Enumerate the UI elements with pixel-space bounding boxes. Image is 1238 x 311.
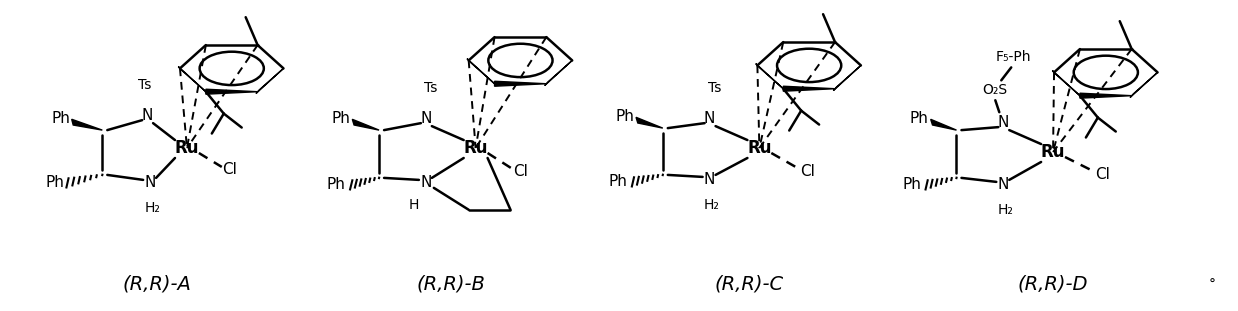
Polygon shape <box>206 89 258 94</box>
Text: Ru: Ru <box>1041 143 1066 161</box>
Text: Ph: Ph <box>45 175 64 190</box>
Text: N: N <box>704 172 716 188</box>
Text: O₂S: O₂S <box>983 83 1008 97</box>
Text: H₂: H₂ <box>703 198 719 212</box>
Text: Ph: Ph <box>609 174 628 189</box>
Polygon shape <box>636 117 662 128</box>
Polygon shape <box>833 65 860 91</box>
Text: (R,R)-C: (R,R)-C <box>714 275 784 294</box>
Text: (R,R)-D: (R,R)-D <box>1018 275 1088 294</box>
Text: Cl: Cl <box>800 165 815 179</box>
Text: Ts: Ts <box>708 81 722 95</box>
Polygon shape <box>72 119 103 130</box>
Text: N: N <box>141 108 152 123</box>
Text: Ts: Ts <box>425 81 437 95</box>
Polygon shape <box>545 60 572 86</box>
Text: (R,R)-B: (R,R)-B <box>416 275 485 294</box>
Text: Ph: Ph <box>327 177 345 193</box>
Text: N: N <box>420 111 432 126</box>
Text: Ph: Ph <box>615 109 634 124</box>
Polygon shape <box>467 58 494 84</box>
Text: Cl: Cl <box>1096 167 1110 183</box>
Polygon shape <box>1052 71 1080 96</box>
Polygon shape <box>494 81 546 86</box>
Polygon shape <box>931 119 957 130</box>
Text: N: N <box>998 115 1009 130</box>
Text: Ts: Ts <box>139 78 152 92</box>
Text: Ru: Ru <box>175 139 199 157</box>
Polygon shape <box>784 86 834 91</box>
Text: Ph: Ph <box>51 111 69 126</box>
Text: H₂: H₂ <box>998 203 1013 217</box>
Text: Cl: Cl <box>513 165 527 179</box>
Text: N: N <box>998 177 1009 193</box>
Text: °: ° <box>1208 277 1216 291</box>
Polygon shape <box>1080 93 1132 98</box>
Text: N: N <box>420 175 432 190</box>
Polygon shape <box>178 67 206 92</box>
Text: Ru: Ru <box>463 139 488 157</box>
Text: Cl: Cl <box>223 162 238 178</box>
Text: H: H <box>409 198 420 212</box>
Text: N: N <box>145 175 156 190</box>
Text: Ru: Ru <box>747 139 771 157</box>
Polygon shape <box>353 119 379 130</box>
Text: (R,R)-A: (R,R)-A <box>123 275 192 294</box>
Polygon shape <box>755 63 784 89</box>
Text: F₅-Ph: F₅-Ph <box>995 50 1031 64</box>
Text: N: N <box>704 111 716 126</box>
Text: H₂: H₂ <box>144 201 160 215</box>
Text: Ph: Ph <box>332 111 350 126</box>
Polygon shape <box>256 68 284 94</box>
Text: Ph: Ph <box>909 111 928 126</box>
Polygon shape <box>1130 72 1158 98</box>
Text: Ph: Ph <box>903 177 921 193</box>
